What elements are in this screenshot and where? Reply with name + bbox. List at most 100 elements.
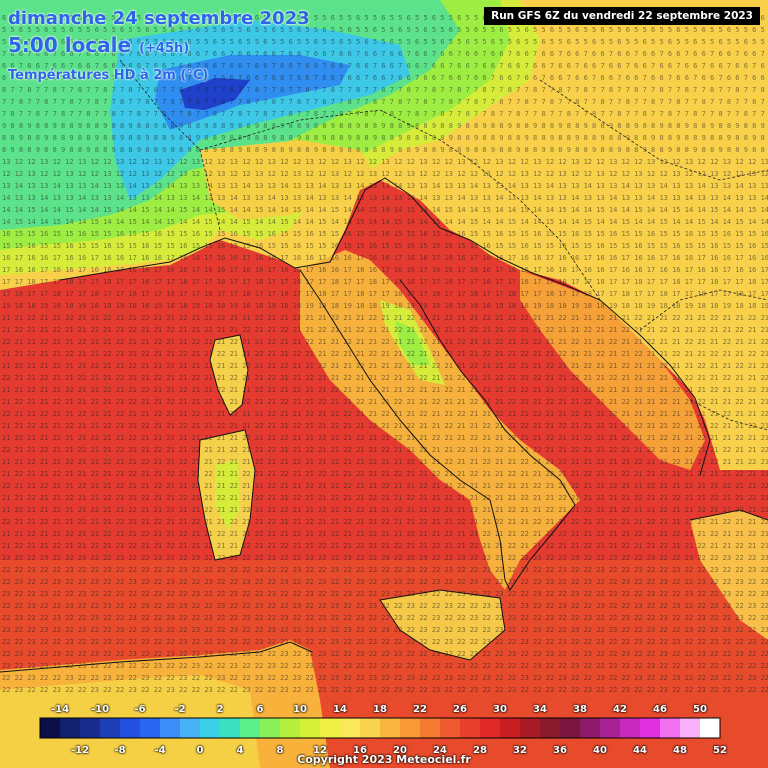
legend-swatch	[220, 718, 241, 738]
legend-swatch	[240, 718, 261, 738]
value-row: 23 22 22 23 22 22 23 22 22 23 22 22 23 2…	[2, 554, 768, 562]
legend-swatch	[500, 718, 521, 738]
value-row: 16 17 16 16 17 16 16 17 16 16 17 16 16 1…	[2, 254, 768, 262]
legend-label-top: 18	[373, 704, 387, 715]
legend-label-bottom: 16	[353, 745, 367, 756]
legend-swatch	[400, 718, 421, 738]
value-row: 9 8 8 9 8 8 9 8 8 9 8 8 9 8 8 9 8 8 9 8 …	[2, 122, 768, 130]
parameter-label: Températures HD à 2m (°C)	[8, 68, 209, 83]
value-row: 22 21 21 22 21 21 22 21 21 22 21 21 22 2…	[2, 410, 768, 418]
value-row: 8 9 8 8 9 8 8 9 8 8 9 8 8 9 8 8 9 8 8 9 …	[2, 146, 768, 154]
value-row: 14 15 14 14 15 14 14 15 14 14 15 14 14 1…	[2, 218, 768, 226]
value-row: 17 16 16 17 16 16 17 16 16 17 16 16 17 1…	[2, 266, 768, 274]
value-row: 21 21 22 21 21 22 21 21 22 21 21 22 21 2…	[2, 386, 768, 394]
value-row: 5 5 6 5 5 6 5 5 6 5 5 6 5 5 6 5 5 6 5 5 …	[2, 26, 768, 34]
copyright: Copyright 2023 Meteociel.fr	[297, 753, 471, 766]
legend-swatch	[480, 718, 501, 738]
value-row: 15 15 16 15 15 16 15 15 16 15 15 16 15 1…	[2, 242, 768, 250]
value-row: 13 14 13 13 14 13 13 14 13 13 14 13 13 1…	[2, 182, 768, 190]
value-row: 8 7 7 8 7 7 8 7 7 8 7 7 8 7 7 8 7 7 8 7 …	[2, 86, 768, 94]
value-row: 21 21 22 21 21 22 21 21 22 21 21 22 21 2…	[2, 458, 768, 466]
legend-swatch	[100, 718, 121, 738]
legend-swatch	[320, 718, 341, 738]
legend-label-bottom: 4	[236, 745, 244, 756]
legend-label-top: 2	[216, 704, 224, 715]
legend-label-bottom: -12	[70, 745, 90, 756]
legend-swatch	[140, 718, 161, 738]
value-row: 22 22 23 22 22 23 22 22 23 22 22 23 22 2…	[2, 602, 768, 610]
value-row: 22 21 21 22 21 21 22 21 21 22 21 21 22 2…	[2, 446, 768, 454]
legend-label-top: 26	[453, 704, 467, 715]
legend-label-bottom: 28	[473, 745, 487, 756]
legend-swatch	[260, 718, 281, 738]
legend-label-bottom: 36	[553, 745, 567, 756]
value-row: 22 23 22 22 23 22 22 23 22 22 23 22 22 2…	[2, 614, 768, 622]
legend-swatch	[440, 718, 461, 738]
legend-label-bottom: 12	[313, 745, 327, 756]
value-row: 22 22 23 22 22 23 22 22 23 22 22 23 22 2…	[2, 566, 768, 574]
legend-swatch	[280, 718, 301, 738]
alps-very-cold-zone	[155, 55, 350, 130]
value-row: 22 23 22 22 23 22 22 23 22 22 23 22 22 2…	[2, 578, 768, 586]
legend-swatch	[120, 718, 141, 738]
legend-label-top: -10	[90, 704, 110, 715]
value-row: 14 13 13 14 13 13 14 13 13 14 13 13 14 1…	[2, 194, 768, 202]
legend-label-top: -6	[134, 704, 146, 715]
value-row: 21 22 21 21 22 21 21 22 21 21 22 21 21 2…	[2, 362, 768, 370]
value-row: 21 21 22 21 21 22 21 21 22 21 21 22 21 2…	[2, 422, 768, 430]
value-row: 23 22 22 23 22 22 23 22 22 23 22 22 23 2…	[2, 626, 768, 634]
legend-label-bottom: 8	[276, 745, 284, 756]
value-row: 21 22 21 21 22 21 21 22 21 21 22 21 21 2…	[2, 542, 768, 550]
legend-swatch	[420, 718, 441, 738]
value-row: 21 21 22 21 21 22 21 21 22 21 21 22 21 2…	[2, 530, 768, 538]
legend-swatch	[680, 718, 701, 738]
legend-label-top: 34	[533, 704, 547, 715]
value-row: 19 18 18 19 18 18 19 18 18 19 18 18 19 1…	[2, 302, 768, 310]
value-row: 21 21 22 21 21 22 21 21 22 21 21 22 21 2…	[2, 494, 768, 502]
value-row: 7 7 8 7 7 8 7 7 8 7 7 8 7 7 8 7 7 8 7 7 …	[2, 98, 768, 106]
legend-label-top: 6	[256, 704, 264, 715]
alps-peak-zone	[180, 78, 250, 110]
legend-label-top: 42	[613, 704, 627, 715]
legend-swatch	[540, 718, 561, 738]
value-row: 17 18 17 17 18 17 17 18 17 17 18 17 17 1…	[2, 290, 768, 298]
value-row: 22 21 21 22 21 21 22 21 21 22 21 21 22 2…	[2, 518, 768, 526]
value-row: 21 22 21 21 22 21 21 22 21 21 22 21 21 2…	[2, 434, 768, 442]
value-row: 12 12 13 12 12 13 12 12 13 12 12 13 12 1…	[2, 170, 768, 178]
apennines-fresh	[395, 320, 430, 365]
legend-label-bottom: -4	[154, 745, 166, 756]
legend-swatch	[40, 718, 61, 738]
legend-swatch	[580, 718, 601, 738]
legend-swatch	[460, 718, 481, 738]
legend-swatch	[60, 718, 81, 738]
value-row: 21 22 21 21 22 21 21 22 21 21 22 21 21 2…	[2, 326, 768, 334]
value-row: 6 6 7 6 6 7 6 6 7 6 6 7 6 6 7 6 6 7 6 6 …	[2, 62, 768, 70]
value-row: 7 6 6 7 6 6 7 6 6 7 6 6 7 6 6 7 6 6 7 6 …	[2, 50, 768, 58]
legend-swatch	[600, 718, 621, 738]
legend-label-bottom: -8	[114, 745, 126, 756]
coastlines	[0, 177, 768, 673]
legend-swatch	[380, 718, 401, 738]
legend-label-top: -14	[50, 704, 70, 715]
value-row: 5 6 5 5 6 5 5 6 5 5 6 5 5 6 5 5 6 5 5 6 …	[2, 38, 768, 46]
legend-label-top: 50	[693, 704, 707, 715]
temperature-value-grid: 6 5 5 6 5 5 6 5 5 6 5 5 6 5 5 6 5 5 6 5 …	[2, 14, 768, 694]
legend-label-top: 10	[293, 704, 307, 715]
legend-swatch	[660, 718, 681, 738]
value-row: 6 5 5 6 5 5 6 5 5 6 5 5 6 5 5 6 5 5 6 5 …	[2, 14, 768, 22]
legend-label-bottom: 0	[196, 745, 204, 756]
country-borders	[119, 59, 768, 431]
value-row: 6 7 6 6 7 6 6 7 6 6 7 6 6 7 6 6 7 6 6 7 …	[2, 74, 768, 82]
run-info-badge: Run GFS 6Z du vendredi 22 septembre 2023	[484, 7, 760, 25]
value-row: 22 21 21 22 21 21 22 21 21 22 21 21 22 2…	[2, 482, 768, 490]
sicily	[380, 590, 505, 660]
legend-swatch	[620, 718, 641, 738]
greece	[690, 510, 768, 640]
forecast-date: dimanche 24 septembre 2023	[8, 8, 310, 29]
legend-label-top: 30	[493, 704, 507, 715]
legend-swatch	[520, 718, 541, 738]
legend-swatch	[360, 718, 381, 738]
value-row: 22 22 23 22 22 23 22 22 23 22 22 23 22 2…	[2, 638, 768, 646]
value-row: 21 21 22 21 21 22 21 21 22 21 21 22 21 2…	[2, 314, 768, 322]
